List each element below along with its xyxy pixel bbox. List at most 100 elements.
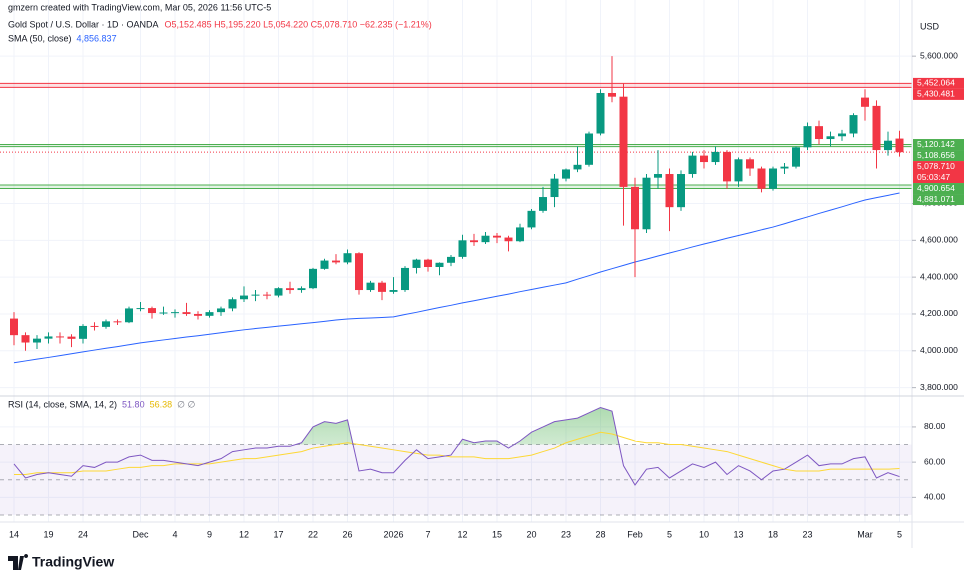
- candle-body: [44, 336, 53, 339]
- y-tick-label: 4,400.000: [920, 271, 958, 281]
- y-tick-label: 5,600.000: [920, 50, 958, 60]
- candle-body: [826, 136, 835, 140]
- x-tick-label: 26: [342, 529, 352, 539]
- candle-body: [412, 259, 421, 268]
- price-label-bg: [913, 161, 964, 184]
- candle-body: [688, 155, 697, 175]
- ohlc-values: O5,152.485 H5,195.220 L5,054.220 C5,078.…: [165, 19, 432, 29]
- candle-body: [435, 262, 444, 268]
- candle-body: [320, 260, 329, 269]
- y-tick-label: 4,200.000: [920, 308, 958, 318]
- price-label: 4,900.654: [917, 183, 955, 193]
- x-tick-label: 9: [207, 529, 212, 539]
- candle-body: [562, 169, 570, 179]
- candle-body: [251, 294, 260, 296]
- candle-body: [619, 96, 628, 187]
- price-label: 05:03:47: [917, 172, 950, 182]
- x-tick-label: Mar: [857, 529, 873, 539]
- level-zone: [0, 144, 912, 147]
- x-tick-label: 15: [492, 529, 502, 539]
- candle-body: [228, 299, 237, 309]
- candle-body: [757, 168, 766, 189]
- brand: TradingView: [8, 554, 114, 570]
- price-label: 5,430.481: [917, 89, 955, 99]
- price-label-bg: [913, 194, 964, 206]
- header: gmzern created with TradingView.com, Mar…: [8, 2, 432, 409]
- candle-body: [654, 174, 662, 178]
- candle-body: [516, 227, 524, 242]
- candle-body: [136, 308, 145, 310]
- candle-body: [677, 174, 685, 208]
- rsi-ma-value: 56.38: [150, 399, 173, 409]
- candle-body: [67, 336, 76, 339]
- candle-body: [21, 335, 30, 343]
- candle-body: [33, 338, 41, 343]
- candle-body: [769, 168, 777, 189]
- candle-body: [217, 308, 225, 313]
- candle-body: [700, 155, 708, 163]
- candle-body: [711, 151, 720, 163]
- candle-body: [815, 126, 823, 140]
- candle-body: [286, 288, 294, 291]
- candle-body: [481, 235, 490, 243]
- candle-body: [665, 174, 674, 208]
- price-label-bg: [913, 88, 964, 100]
- candle-body: [642, 177, 651, 230]
- candle-body: [90, 325, 99, 327]
- rsi-tick-label: 80.00: [924, 421, 946, 431]
- x-tick-label: 23: [561, 529, 571, 539]
- candle-body: [205, 312, 214, 316]
- price-label-bg: [913, 139, 964, 151]
- x-tick-label: 24: [78, 529, 88, 539]
- candle-body: [803, 126, 812, 148]
- candle-body: [79, 325, 87, 339]
- x-tick-label: 5: [897, 529, 902, 539]
- candle-body: [194, 313, 202, 316]
- candle-body: [263, 294, 271, 296]
- x-tick-label: 19: [43, 529, 53, 539]
- candle-body: [493, 235, 501, 238]
- level-zone: [0, 184, 912, 189]
- candle-body: [631, 186, 639, 230]
- x-tick-label: 28: [595, 529, 605, 539]
- candle-body: [470, 240, 478, 243]
- candle-body: [838, 133, 846, 137]
- candle-body: [240, 295, 248, 300]
- price-pane: [0, 56, 912, 364]
- candle-body: [102, 321, 110, 327]
- candle-body: [274, 288, 283, 296]
- candle-body: [297, 288, 306, 291]
- candle-body: [159, 312, 168, 314]
- x-tick-label: 20: [526, 529, 536, 539]
- candle-body: [527, 210, 536, 228]
- x-tick-label: 22: [308, 529, 318, 539]
- price-label-bg: [913, 150, 964, 162]
- attribution: gmzern created with TradingView.com, Mar…: [8, 2, 271, 12]
- candle-body: [746, 159, 754, 169]
- candle-body: [332, 260, 340, 263]
- candle-body: [182, 312, 191, 314]
- y-tick-label: 4,000.000: [920, 345, 958, 355]
- x-tick-label: 14: [9, 529, 19, 539]
- rsi-legend: RSI (14, close, SMA, 14, 2): [8, 399, 117, 409]
- price-label: 5,078.710: [917, 161, 955, 171]
- candle-body: [723, 151, 731, 182]
- candle-body: [113, 321, 122, 323]
- level-zone: [0, 83, 912, 88]
- x-tick-label: 12: [239, 529, 249, 539]
- candle-body: [424, 259, 432, 268]
- rsi-ma-line: [14, 431, 900, 475]
- x-tick-label: 5: [667, 529, 672, 539]
- x-tick-label: 2026: [383, 529, 403, 539]
- candle-body: [792, 147, 800, 167]
- currency: USD: [920, 21, 940, 31]
- candle-body: [171, 312, 179, 314]
- candle-body: [884, 140, 892, 151]
- x-tick-label: 7: [425, 529, 430, 539]
- candle-body: [780, 166, 789, 169]
- x-tick-label: 12: [457, 529, 467, 539]
- candle-body: [401, 267, 409, 291]
- rsi-extra: ∅ ∅: [177, 399, 195, 409]
